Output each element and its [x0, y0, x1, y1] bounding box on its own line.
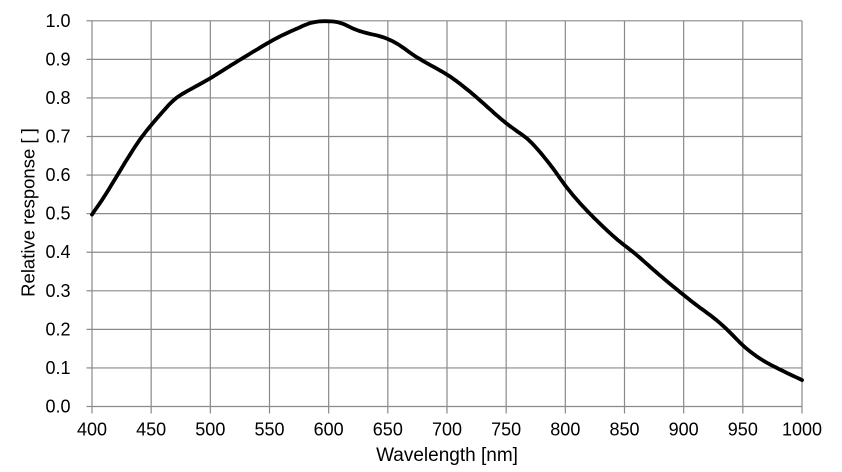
svg-text:0.7: 0.7	[45, 127, 70, 147]
svg-text:Wavelength [nm]: Wavelength [nm]	[376, 445, 518, 466]
svg-text:0.5: 0.5	[45, 204, 70, 224]
svg-text:900: 900	[669, 419, 699, 439]
svg-text:400: 400	[77, 419, 107, 439]
svg-text:750: 750	[491, 419, 521, 439]
svg-text:0.2: 0.2	[45, 319, 70, 339]
svg-text:800: 800	[550, 419, 580, 439]
svg-text:650: 650	[373, 419, 403, 439]
svg-text:950: 950	[728, 419, 758, 439]
svg-text:1.0: 1.0	[45, 11, 70, 31]
svg-text:0.0: 0.0	[45, 397, 70, 417]
svg-text:600: 600	[314, 419, 344, 439]
svg-text:550: 550	[254, 419, 284, 439]
svg-text:450: 450	[136, 419, 166, 439]
svg-text:Relative response [ ]: Relative response [ ]	[18, 128, 39, 297]
svg-text:0.9: 0.9	[45, 49, 70, 69]
svg-text:500: 500	[195, 419, 225, 439]
svg-text:0.3: 0.3	[45, 281, 70, 301]
svg-text:0.8: 0.8	[45, 88, 70, 108]
svg-text:1000: 1000	[782, 419, 822, 439]
svg-text:0.4: 0.4	[45, 242, 70, 262]
svg-text:700: 700	[432, 419, 462, 439]
svg-text:0.1: 0.1	[45, 358, 70, 378]
svg-text:850: 850	[609, 419, 639, 439]
svg-text:0.6: 0.6	[45, 165, 70, 185]
